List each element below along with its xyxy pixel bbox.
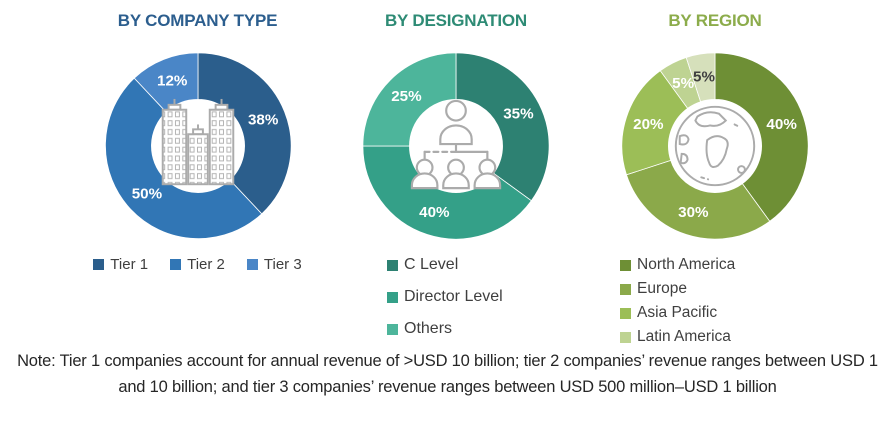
legend-item-others: Others	[387, 320, 582, 338]
legend-item-tier-2: Tier 2	[170, 256, 225, 273]
legend-swatch	[170, 259, 182, 270]
legend-swatch	[246, 259, 258, 270]
donut-slice-others	[362, 52, 457, 147]
legend-label: Tier 1	[110, 256, 149, 273]
legend-swatch	[620, 259, 631, 271]
legend-region: North America Europe Asia Pacific Latin Ame…	[620, 256, 840, 352]
note-text: Note: Tier 1 companies account for annua…	[17, 352, 878, 396]
legend-company-type: Tier 1 Tier 2 Tier 3	[60, 256, 335, 273]
slice-value-label: 12%	[157, 72, 188, 89]
legend-swatch	[620, 331, 631, 343]
legend-label: Tier 2	[187, 256, 225, 273]
chart-by-region: BY REGION 40% 30% 20% 5% 5% North America Eur…	[590, 8, 840, 352]
legend-swatch	[387, 323, 398, 335]
legend-label: C Level	[404, 256, 459, 273]
slice-value-label: 5%	[693, 68, 715, 85]
donut-slice-unlabeled	[685, 52, 716, 103]
legend-label: Europe	[637, 280, 687, 297]
legend-swatch	[387, 259, 398, 271]
org-chart-icon	[410, 99, 502, 190]
legend-label: Others	[404, 320, 453, 337]
slice-value-label: 5%	[672, 75, 694, 92]
chart-title-designation: BY DESIGNATION	[384, 11, 528, 30]
legend-swatch	[620, 307, 631, 319]
legend-label: Tier 3	[263, 256, 302, 273]
legend-item-tier-3: Tier 3	[246, 256, 302, 273]
chart-title-region: BY REGION	[668, 11, 762, 30]
slice-value-label: 20%	[633, 116, 664, 133]
chart-by-company-type: BY COMPANY TYPE 38% 50% 12%	[60, 8, 335, 273]
legend-item-latin-america: Latin America	[620, 328, 840, 346]
slice-value-label: 35%	[503, 106, 534, 123]
donut-slice-north-america	[714, 52, 809, 222]
donut-region: 40% 30% 20% 5%5%	[621, 52, 809, 240]
slice-value-label: 30%	[678, 204, 709, 221]
legend-item-c-level: C Level	[387, 256, 582, 274]
slice-value-label: 40%	[766, 116, 797, 133]
legend-swatch	[387, 291, 398, 303]
donut-designation: 35% 40% 25%	[362, 52, 550, 240]
legend-item-tier-1: Tier 1	[93, 256, 148, 273]
slice-value-label: 40%	[419, 204, 450, 221]
globe-icon	[674, 105, 756, 187]
legend-label: Asia Pacific	[637, 304, 718, 321]
buildings-icon	[161, 98, 234, 186]
legend-item-north-america: North America	[620, 256, 840, 274]
legend-designation: C Level Director Level Others	[387, 256, 582, 352]
slice-value-label: 38%	[247, 112, 278, 129]
legend-label: North America	[637, 256, 736, 273]
slice-value-label: 25%	[391, 88, 422, 105]
donut-slice-director-level	[362, 145, 532, 240]
legend-item-asia-pacific: Asia Pacific	[620, 304, 840, 322]
donut-slice-c-level	[455, 52, 550, 202]
legend-item-europe: Europe	[620, 280, 840, 298]
slice-value-label: 50%	[131, 185, 162, 202]
legend-item-director-level: Director Level	[387, 288, 582, 306]
legend-swatch	[620, 283, 631, 295]
donut-company-type: 38% 50% 12%	[104, 52, 291, 239]
legend-label: Director Level	[404, 288, 503, 305]
chart-title-company-type: BY COMPANY TYPE	[117, 11, 278, 30]
donut-slice-europe	[625, 159, 771, 240]
chart-by-designation: BY DESIGNATION 35% 40% 25% C Level Director…	[330, 8, 582, 352]
legend-label: Latin America	[637, 328, 731, 345]
legend-swatch	[93, 259, 105, 270]
donut-slice-tier-2	[104, 77, 262, 239]
